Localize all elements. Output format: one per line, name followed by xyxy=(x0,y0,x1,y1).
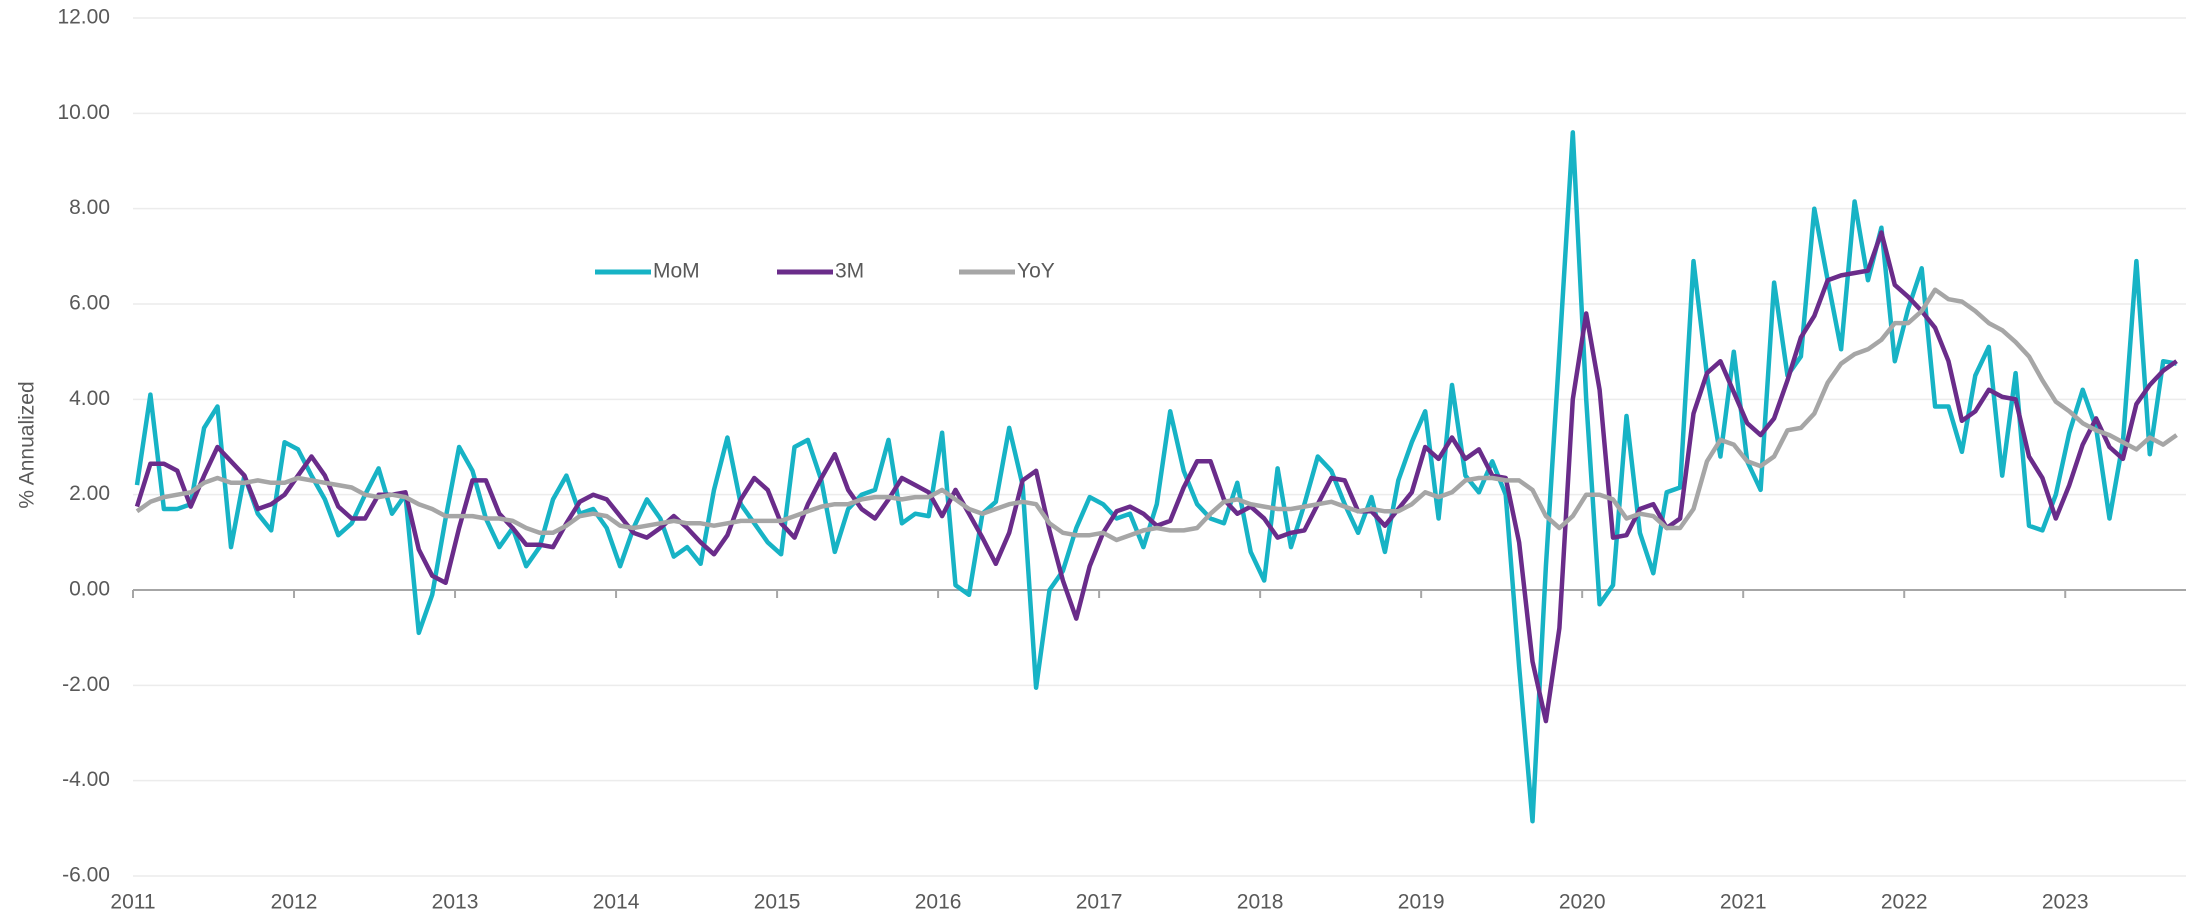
legend-label: MoM xyxy=(653,260,700,283)
x-tick-label: 2018 xyxy=(1237,891,1284,914)
y-tick-label: 10.00 xyxy=(57,101,110,124)
y-tick-label: 4.00 xyxy=(69,387,110,410)
line-series xyxy=(134,230,2178,724)
y-axis-label: % Annualized xyxy=(16,381,39,508)
x-tick-label: 2012 xyxy=(271,891,318,914)
x-tick-label: 2014 xyxy=(593,891,640,914)
x-tick-label: 2017 xyxy=(1076,891,1123,914)
x-tick-label: 2015 xyxy=(754,891,801,914)
x-tick-label: 2013 xyxy=(432,891,479,914)
y-tick-label: -4.00 xyxy=(62,768,110,791)
y-tick-label: 2.00 xyxy=(69,482,110,505)
y-tick-label: -2.00 xyxy=(62,673,110,696)
x-tick-label: 2021 xyxy=(1720,891,1767,914)
y-tick-label: 8.00 xyxy=(69,196,110,219)
x-tick-label: 2011 xyxy=(110,891,155,914)
y-tick-label: 0.00 xyxy=(69,578,110,601)
x-tick-label: 2016 xyxy=(915,891,962,914)
y-tick-label: -6.00 xyxy=(62,864,110,887)
x-tick-label: 2023 xyxy=(2042,891,2089,914)
y-tick-label: 6.00 xyxy=(69,292,110,315)
x-tick-label: 2022 xyxy=(1881,891,1928,914)
x-tick-label: 2019 xyxy=(1398,891,1445,914)
line-series xyxy=(135,287,2178,543)
line-series xyxy=(134,130,2177,824)
legend-label: YoY xyxy=(1017,260,1055,283)
legend-label: 3M xyxy=(835,260,864,283)
y-tick-label: 12.00 xyxy=(57,6,110,29)
x-tick-label: 2020 xyxy=(1559,891,1606,914)
